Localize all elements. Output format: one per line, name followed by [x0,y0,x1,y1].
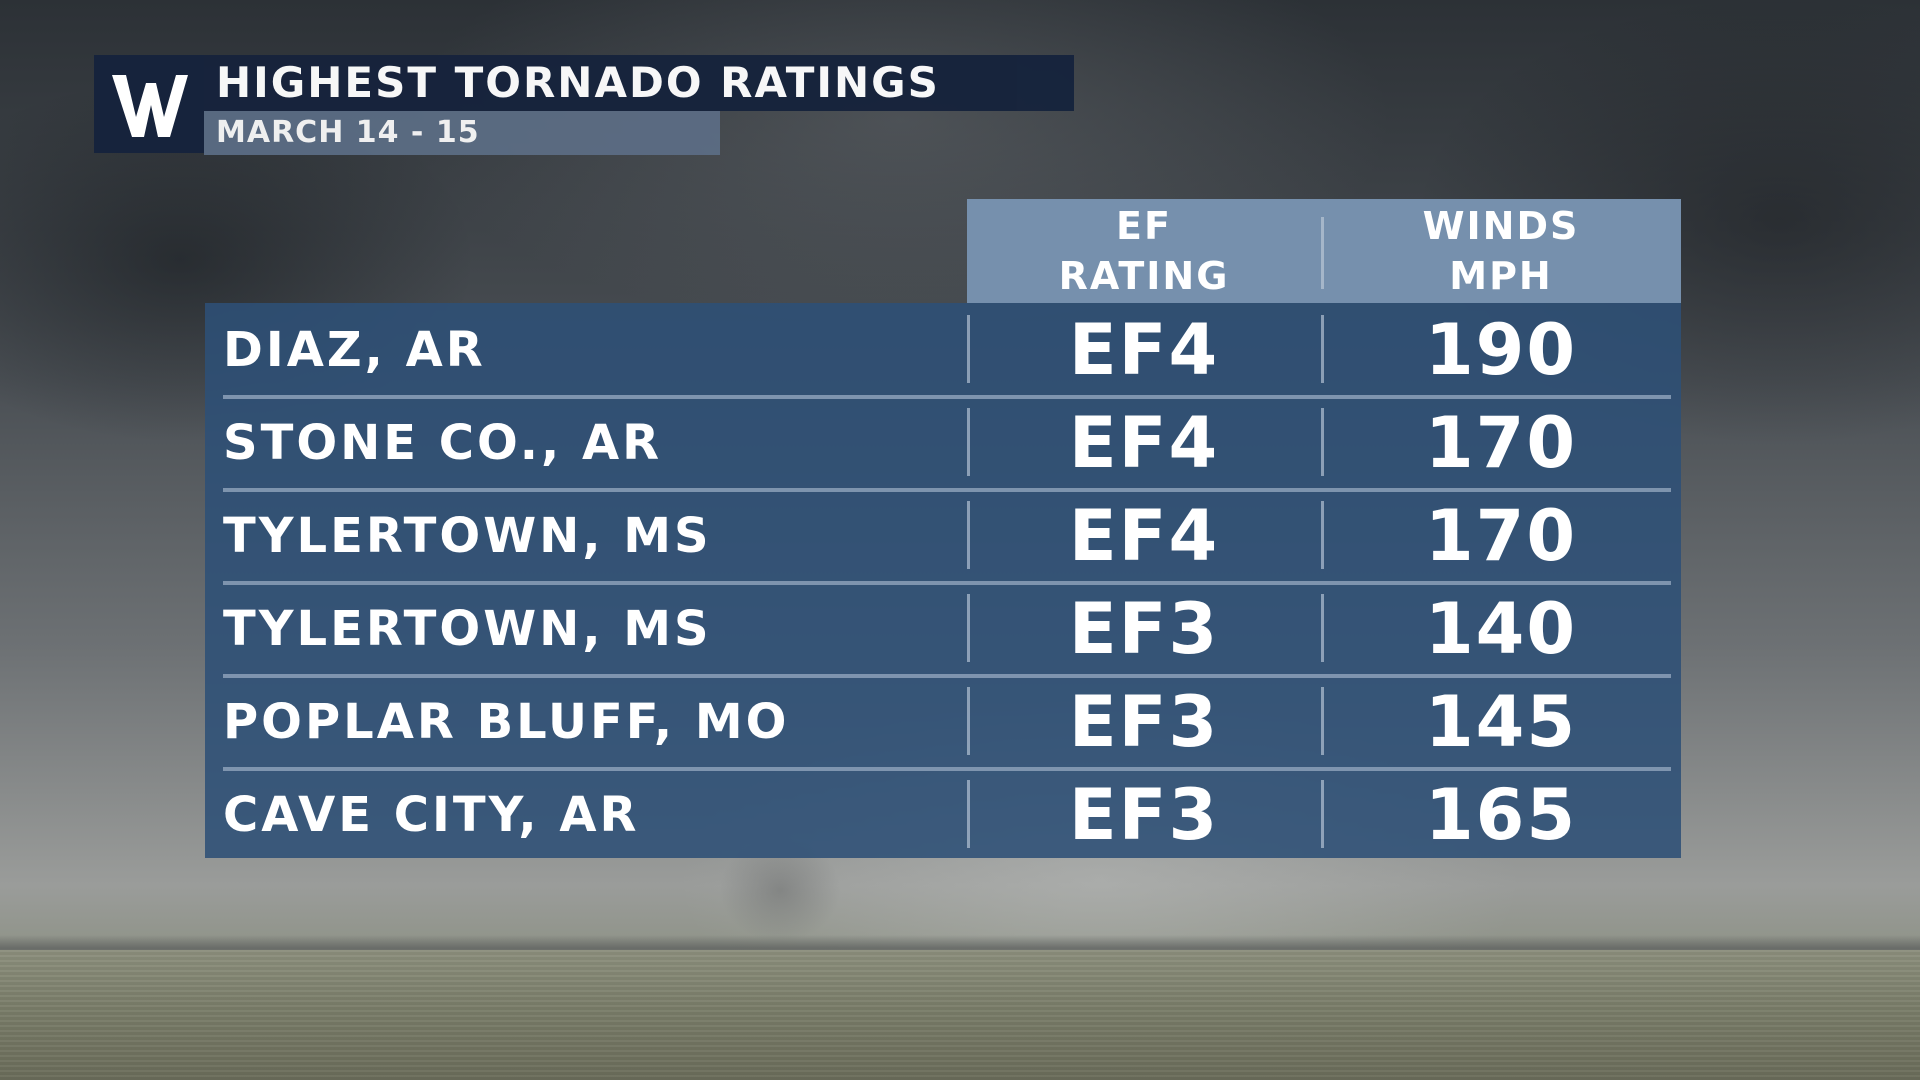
column-divider [1321,501,1324,569]
row-separator [223,395,1671,399]
winds-cell: 170 [1424,494,1578,577]
w-logo-icon [112,75,188,137]
column-divider [1321,780,1324,848]
column-divider [967,501,970,569]
column-header-line: MPH [1449,254,1553,298]
ef-rating-cell: EF4 [1068,401,1220,484]
table-row: DIAZ, AR EF4 190 [205,303,1681,399]
column-divider [1321,315,1324,383]
location-cell: TYLERTOWN, MS [223,507,712,564]
location-cell: STONE CO., AR [223,414,663,471]
date-subtitle: MARCH 14 - 15 [216,115,480,150]
winds-cell: 190 [1424,308,1578,391]
location-cell: POPLAR BLUFF, MO [223,693,790,750]
location-cell: DIAZ, AR [223,321,486,378]
table-row: CAVE CITY, AR EF3 165 [205,768,1681,861]
table-row: TYLERTOWN, MS EF4 170 [205,489,1681,585]
winds-cell: 140 [1424,587,1578,670]
column-header-ef-rating: EF RATING [967,199,1321,303]
table-row: STONE CO., AR EF4 170 [205,396,1681,492]
row-separator [223,581,1671,585]
subtitle-bar: MARCH 14 - 15 [204,111,720,155]
table-row: TYLERTOWN, MS EF3 140 [205,582,1681,678]
ratings-table: DIAZ, AR EF4 190 STONE CO., AR EF4 170 T… [205,303,1681,858]
location-cell: TYLERTOWN, MS [223,600,712,657]
row-separator [223,488,1671,492]
column-divider [967,315,970,383]
winds-cell: 165 [1424,773,1578,856]
column-divider [1321,594,1324,662]
ef-rating-cell: EF3 [1068,587,1220,670]
column-divider [967,687,970,755]
column-header-line: RATING [1058,254,1230,298]
column-divider [967,594,970,662]
row-separator [223,767,1671,771]
location-cell: CAVE CITY, AR [223,786,640,843]
ef-rating-cell: EF3 [1068,773,1220,856]
ef-rating-cell: EF4 [1068,494,1220,577]
ef-rating-cell: EF3 [1068,680,1220,763]
column-header-line: EF [1116,204,1172,248]
column-divider [1321,408,1324,476]
column-divider [1321,687,1324,755]
title-bar: HIGHEST TORNADO RATINGS [204,55,1074,111]
column-divider [967,408,970,476]
ef-rating-cell: EF4 [1068,308,1220,391]
winds-cell: 145 [1424,680,1578,763]
column-divider [967,780,970,848]
winds-cell: 170 [1424,401,1578,484]
column-header-line: WINDS [1422,204,1580,248]
table-header: EF RATING WINDS MPH [967,199,1681,303]
table-row: POPLAR BLUFF, MO EF3 145 [205,675,1681,771]
logo [94,55,204,153]
page-title: HIGHEST TORNADO RATINGS [216,58,940,107]
row-separator [223,674,1671,678]
field-ground [0,950,1920,1080]
column-header-winds-mph: WINDS MPH [1321,199,1681,303]
header-divider [1321,217,1324,289]
